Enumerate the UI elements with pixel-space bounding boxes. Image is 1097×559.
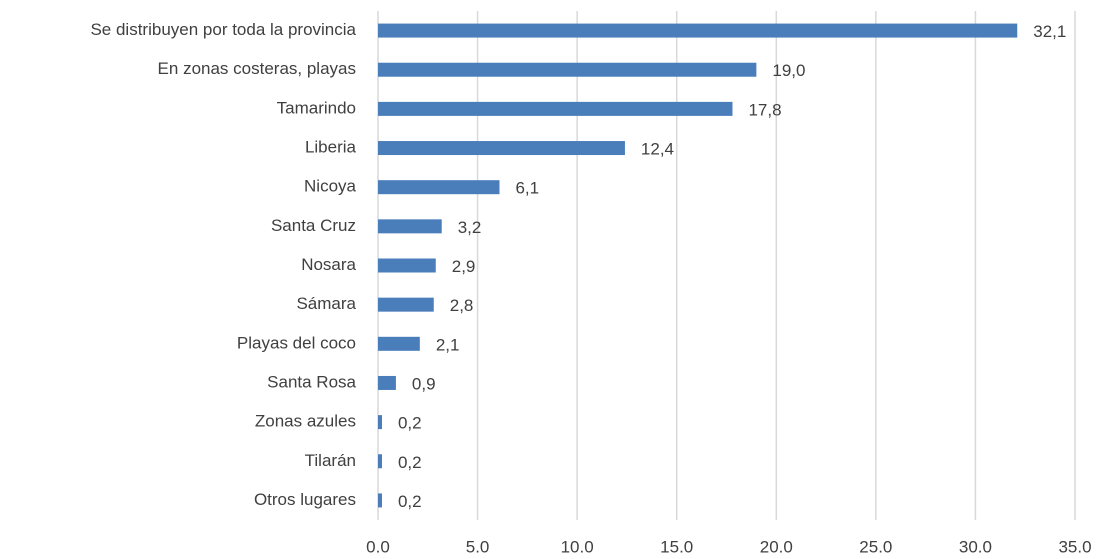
bar <box>378 375 396 390</box>
data-label: 32,1 <box>1033 22 1066 41</box>
y-tick-label: Nosara <box>301 255 356 274</box>
y-tick-label: Se distribuyen por toda la provincia <box>90 20 356 39</box>
bar <box>378 336 420 351</box>
y-tick-label: Santa Rosa <box>267 372 356 391</box>
x-tick-label: 20.0 <box>760 537 793 556</box>
y-tick-label: Santa Cruz <box>271 216 356 235</box>
y-tick-label: Sámara <box>296 294 356 313</box>
data-label: 19,0 <box>772 61 805 80</box>
bar <box>378 180 500 195</box>
data-label: 0,2 <box>398 453 422 472</box>
y-tick-label: Zonas azules <box>255 412 356 431</box>
bar <box>378 62 757 77</box>
data-label: 2,9 <box>452 257 476 276</box>
bar <box>378 415 382 430</box>
data-label: 0,9 <box>412 374 436 393</box>
data-label: 12,4 <box>641 140 674 159</box>
x-tick-label: 35.0 <box>1058 537 1091 556</box>
data-label: 2,1 <box>436 335 460 354</box>
x-tick-label: 0.0 <box>366 537 390 556</box>
bar <box>378 454 382 469</box>
bar <box>378 493 382 508</box>
y-tick-label: Otros lugares <box>254 490 356 509</box>
data-label: 3,2 <box>458 218 482 237</box>
x-tick-label: 15.0 <box>660 537 693 556</box>
y-tick-label: En zonas costeras, playas <box>158 59 356 78</box>
y-tick-label: Tilarán <box>305 451 356 470</box>
bar <box>378 23 1018 38</box>
x-tick-label: 30.0 <box>959 537 992 556</box>
bar <box>378 101 733 116</box>
y-tick-label: Playas del coco <box>237 333 356 352</box>
data-label: 0,2 <box>398 414 422 433</box>
bar <box>378 297 434 312</box>
y-tick-label: Tamarindo <box>277 98 356 117</box>
data-label: 6,1 <box>515 179 539 198</box>
bar <box>378 258 436 273</box>
data-label: 2,8 <box>450 296 474 315</box>
bar <box>378 141 625 156</box>
x-tick-label: 5.0 <box>466 537 490 556</box>
data-label: 17,8 <box>748 100 781 119</box>
data-label: 0,2 <box>398 492 422 511</box>
y-tick-label: Nicoya <box>304 177 357 196</box>
y-tick-label: Liberia <box>305 138 357 157</box>
x-tick-label: 25.0 <box>859 537 892 556</box>
bar <box>378 219 442 234</box>
x-tick-label: 10.0 <box>561 537 594 556</box>
